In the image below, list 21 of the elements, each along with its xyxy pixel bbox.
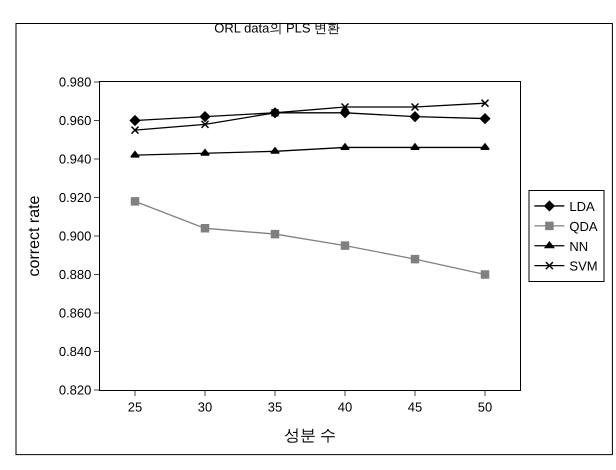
y-tick-label: 0.980 bbox=[58, 74, 92, 90]
y-tick-label: 0.860 bbox=[58, 306, 92, 321]
legend-label: LDA bbox=[569, 199, 596, 214]
y-tick-label: 0.880 bbox=[58, 267, 92, 282]
y-tick-label: 0.940 bbox=[58, 152, 92, 167]
y-tick-label: 0.840 bbox=[58, 344, 92, 360]
x-tick-label: 35 bbox=[268, 400, 282, 415]
y-tick-label: 0.920 bbox=[58, 190, 92, 206]
x-axis-title: 성분 수 bbox=[284, 427, 336, 444]
legend-label: SVM bbox=[569, 258, 598, 274]
x-tick-label: 40 bbox=[338, 400, 352, 415]
y-tick-label: 0.820 bbox=[58, 382, 92, 398]
y-tick-label: 0.900 bbox=[58, 228, 92, 244]
x-tick-label: 30 bbox=[198, 400, 212, 415]
y-axis-title: correct rate bbox=[26, 195, 43, 276]
legend-label: NN bbox=[569, 238, 588, 254]
legend-label: QDA bbox=[569, 218, 598, 234]
x-tick-label: 25 bbox=[128, 400, 142, 415]
y-tick-label: 0.960 bbox=[58, 113, 92, 128]
x-tick-label: 50 bbox=[478, 400, 492, 415]
x-tick-label: 45 bbox=[408, 400, 422, 415]
